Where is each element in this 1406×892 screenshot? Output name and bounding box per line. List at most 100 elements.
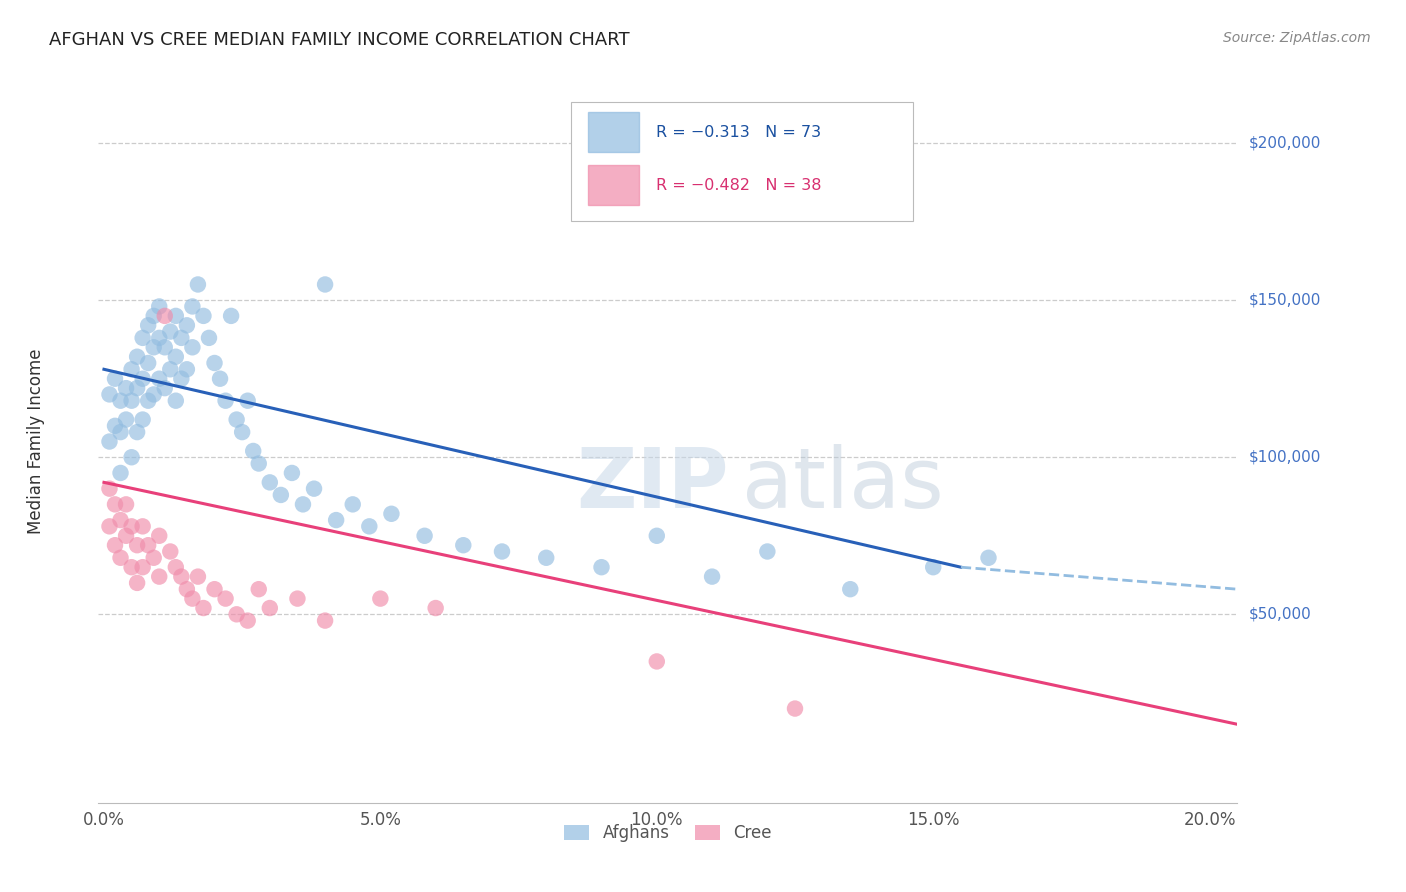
Point <box>314 277 336 292</box>
Point <box>783 701 806 715</box>
Point <box>193 309 215 323</box>
Point <box>136 538 159 552</box>
Point <box>148 372 170 386</box>
Point <box>159 544 181 558</box>
Point <box>110 425 132 439</box>
Point <box>165 393 187 408</box>
Point <box>170 331 193 345</box>
Point <box>148 300 170 314</box>
Point <box>115 381 138 395</box>
Text: R = −0.313   N = 73: R = −0.313 N = 73 <box>657 125 821 140</box>
Point <box>142 550 165 565</box>
Point <box>98 482 121 496</box>
Point <box>270 488 292 502</box>
Text: Median Family Income: Median Family Income <box>27 349 45 534</box>
Point <box>98 434 121 449</box>
Point <box>225 412 247 426</box>
Point <box>136 393 159 408</box>
Point <box>148 529 170 543</box>
Point <box>700 569 723 583</box>
Point <box>153 381 176 395</box>
Text: Source: ZipAtlas.com: Source: ZipAtlas.com <box>1223 31 1371 45</box>
Point <box>121 393 143 408</box>
Point <box>198 331 221 345</box>
Bar <box>588 165 640 205</box>
Point <box>121 519 143 533</box>
Point <box>370 591 392 606</box>
Point <box>756 544 779 558</box>
Point <box>104 538 127 552</box>
Point <box>136 356 159 370</box>
Point <box>131 560 153 574</box>
Point <box>187 569 209 583</box>
Point <box>302 482 325 496</box>
Point <box>110 550 132 565</box>
Point <box>131 331 153 345</box>
Point <box>193 601 215 615</box>
Point <box>236 614 259 628</box>
Point <box>225 607 247 622</box>
Point <box>176 362 198 376</box>
Text: ZIP: ZIP <box>576 444 730 525</box>
Point <box>153 309 176 323</box>
Point <box>209 372 232 386</box>
Point <box>425 601 447 615</box>
Point <box>170 569 193 583</box>
Point <box>259 475 281 490</box>
Point <box>247 582 270 597</box>
Point <box>187 277 209 292</box>
Point <box>153 340 176 354</box>
Point <box>181 340 204 354</box>
Point <box>453 538 475 552</box>
Point <box>165 350 187 364</box>
Point <box>359 519 381 533</box>
Point <box>131 372 153 386</box>
Point <box>281 466 304 480</box>
Point <box>214 393 236 408</box>
FancyBboxPatch shape <box>571 102 912 221</box>
Point <box>325 513 347 527</box>
Text: atlas: atlas <box>742 444 943 525</box>
Point <box>176 582 198 597</box>
Point <box>413 529 436 543</box>
Point <box>645 655 668 669</box>
Point <box>142 387 165 401</box>
Point <box>170 372 193 386</box>
Point <box>534 550 557 565</box>
Point <box>181 300 204 314</box>
Text: AFGHAN VS CREE MEDIAN FAMILY INCOME CORRELATION CHART: AFGHAN VS CREE MEDIAN FAMILY INCOME CORR… <box>49 31 630 49</box>
Point <box>165 309 187 323</box>
Point <box>131 412 153 426</box>
Text: $150,000: $150,000 <box>1249 293 1320 308</box>
Point <box>236 393 259 408</box>
Point <box>491 544 513 558</box>
Point <box>214 591 236 606</box>
Point <box>219 309 242 323</box>
Point <box>115 529 138 543</box>
Point <box>127 575 149 590</box>
Point <box>104 372 127 386</box>
Point <box>176 318 198 333</box>
Point <box>231 425 253 439</box>
Point <box>839 582 862 597</box>
Point <box>110 513 132 527</box>
Point <box>148 331 170 345</box>
Point <box>247 457 270 471</box>
Point <box>136 318 159 333</box>
Point <box>287 591 309 606</box>
Point <box>127 425 149 439</box>
Point <box>98 519 121 533</box>
Bar <box>588 112 640 153</box>
Point <box>110 393 132 408</box>
Point <box>977 550 1000 565</box>
Point <box>342 497 364 511</box>
Text: $50,000: $50,000 <box>1249 607 1312 622</box>
Point <box>127 350 149 364</box>
Legend: Afghans, Cree: Afghans, Cree <box>558 817 778 848</box>
Point <box>148 569 170 583</box>
Point <box>242 444 264 458</box>
Point <box>121 560 143 574</box>
Point <box>922 560 945 574</box>
Point <box>645 529 668 543</box>
Point <box>131 519 153 533</box>
